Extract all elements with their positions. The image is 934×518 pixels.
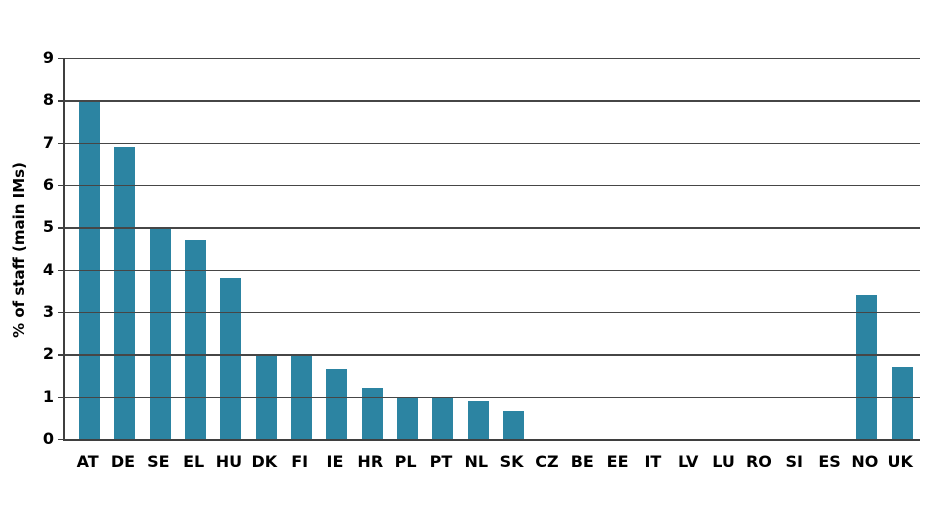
y-tick-label: 1: [42, 386, 54, 406]
y-tick-label: 4: [42, 259, 54, 279]
horizontal-gridline: [65, 312, 920, 314]
bar-ie: [326, 369, 348, 439]
x-tick-label-be: BE: [570, 452, 594, 471]
y-tick-label: 8: [42, 90, 54, 110]
bar-slot-de: [107, 58, 142, 439]
x-tick-label-ie: IE: [326, 452, 344, 471]
bar-slot-pl: [390, 58, 425, 439]
bar-slot-dk: [249, 58, 284, 439]
x-tick-label-de: DE: [110, 452, 136, 471]
bar-slot-no: [849, 58, 884, 439]
bar-uk: [891, 367, 913, 439]
bar-slot-ee: [602, 58, 637, 439]
x-tick-label-es: ES: [818, 452, 841, 471]
bar-slot-lu: [708, 58, 743, 439]
y-tick-mark: [58, 312, 63, 314]
bar-slot-el: [178, 58, 213, 439]
x-tick-label-se: SE: [147, 452, 170, 471]
y-tick-label: 9: [42, 48, 54, 67]
bar-el: [185, 240, 207, 439]
y-tick-mark: [58, 354, 63, 356]
x-tick-label-el: EL: [183, 452, 205, 471]
x-tick-label-hu: HU: [215, 452, 243, 471]
bar-slot-si: [779, 58, 814, 439]
bar-slot-fi: [284, 58, 319, 439]
horizontal-gridline: [65, 269, 920, 272]
x-tick-label-pt: PT: [429, 452, 453, 471]
bar-slot-sk: [496, 58, 531, 439]
x-tick-label-lu: LU: [712, 452, 735, 471]
y-tick-mark: [58, 227, 63, 229]
horizontal-gridline: [65, 58, 920, 60]
horizontal-gridline: [65, 185, 920, 187]
bar-pt: [432, 396, 454, 439]
x-tick-label-ro: RO: [745, 452, 772, 471]
y-tick-mark: [58, 439, 63, 441]
bars-row: [65, 58, 920, 439]
horizontal-gridline: [65, 354, 920, 356]
horizontal-gridline: [65, 227, 920, 229]
x-tick-label-si: SI: [785, 452, 803, 471]
x-tick-label-ee: EE: [606, 452, 629, 471]
bar-slot-hr: [355, 58, 390, 439]
bar-slot-cz: [531, 58, 566, 439]
bar-de: [114, 146, 136, 439]
y-tick-mark: [58, 185, 63, 187]
x-axis-labels: AT DE SE EL HU DK FI IE HR PL PT NL SK CZ BE EE IT LV LU RO…: [70, 452, 918, 471]
bar-slot-be: [567, 58, 602, 439]
bar-slot-ro: [743, 58, 778, 439]
x-tick-label-fi: FI: [291, 452, 309, 471]
bar-sk: [503, 411, 525, 439]
bar-slot-at: [72, 58, 107, 439]
bar-pl: [397, 396, 419, 439]
y-tick-mark: [58, 396, 63, 399]
bar-no: [856, 295, 878, 439]
y-tick-mark: [58, 100, 63, 102]
x-tick-label-lv: LV: [678, 452, 699, 471]
bar-slot-es: [814, 58, 849, 439]
y-tick-mark: [58, 142, 63, 145]
y-tick-label: 7: [42, 132, 54, 152]
bar-slot-ie: [319, 58, 354, 439]
plot-area: [63, 58, 920, 441]
y-tick-label: 5: [42, 217, 54, 237]
x-tick-label-at: AT: [76, 452, 99, 471]
bar-slot-hu: [213, 58, 248, 439]
x-tick-label-uk: UK: [887, 452, 913, 471]
y-tick-label: 6: [42, 175, 54, 194]
x-tick-label-hr: HR: [357, 452, 384, 471]
x-tick-label-nl: NL: [464, 452, 489, 471]
horizontal-gridline: [65, 396, 920, 399]
x-tick-label-sk: SK: [499, 452, 524, 471]
x-tick-label-pl: PL: [394, 452, 417, 471]
bar-slot-nl: [461, 58, 496, 439]
bar-slot-lv: [673, 58, 708, 439]
bar-nl: [467, 400, 489, 439]
y-tick-label: 0: [42, 429, 54, 448]
x-tick-label-cz: CZ: [535, 452, 559, 471]
x-tick-label-dk: DK: [251, 452, 278, 471]
y-tick-mark: [58, 269, 63, 272]
x-tick-label-no: NO: [851, 452, 879, 471]
bar-slot-pt: [425, 58, 460, 439]
horizontal-gridline: [65, 100, 920, 102]
bar-slot-uk: [885, 58, 920, 439]
y-tick-label: 2: [42, 344, 54, 364]
horizontal-gridline: [65, 142, 920, 145]
bar-slot-it: [637, 58, 672, 439]
x-tick-label-it: IT: [644, 452, 662, 471]
bar-hu: [220, 278, 242, 439]
y-tick-mark: [58, 58, 63, 60]
bar-slot-se: [143, 58, 178, 439]
y-tick-label: 3: [42, 302, 54, 321]
bar-se: [149, 227, 171, 439]
bar-hr: [361, 388, 383, 439]
